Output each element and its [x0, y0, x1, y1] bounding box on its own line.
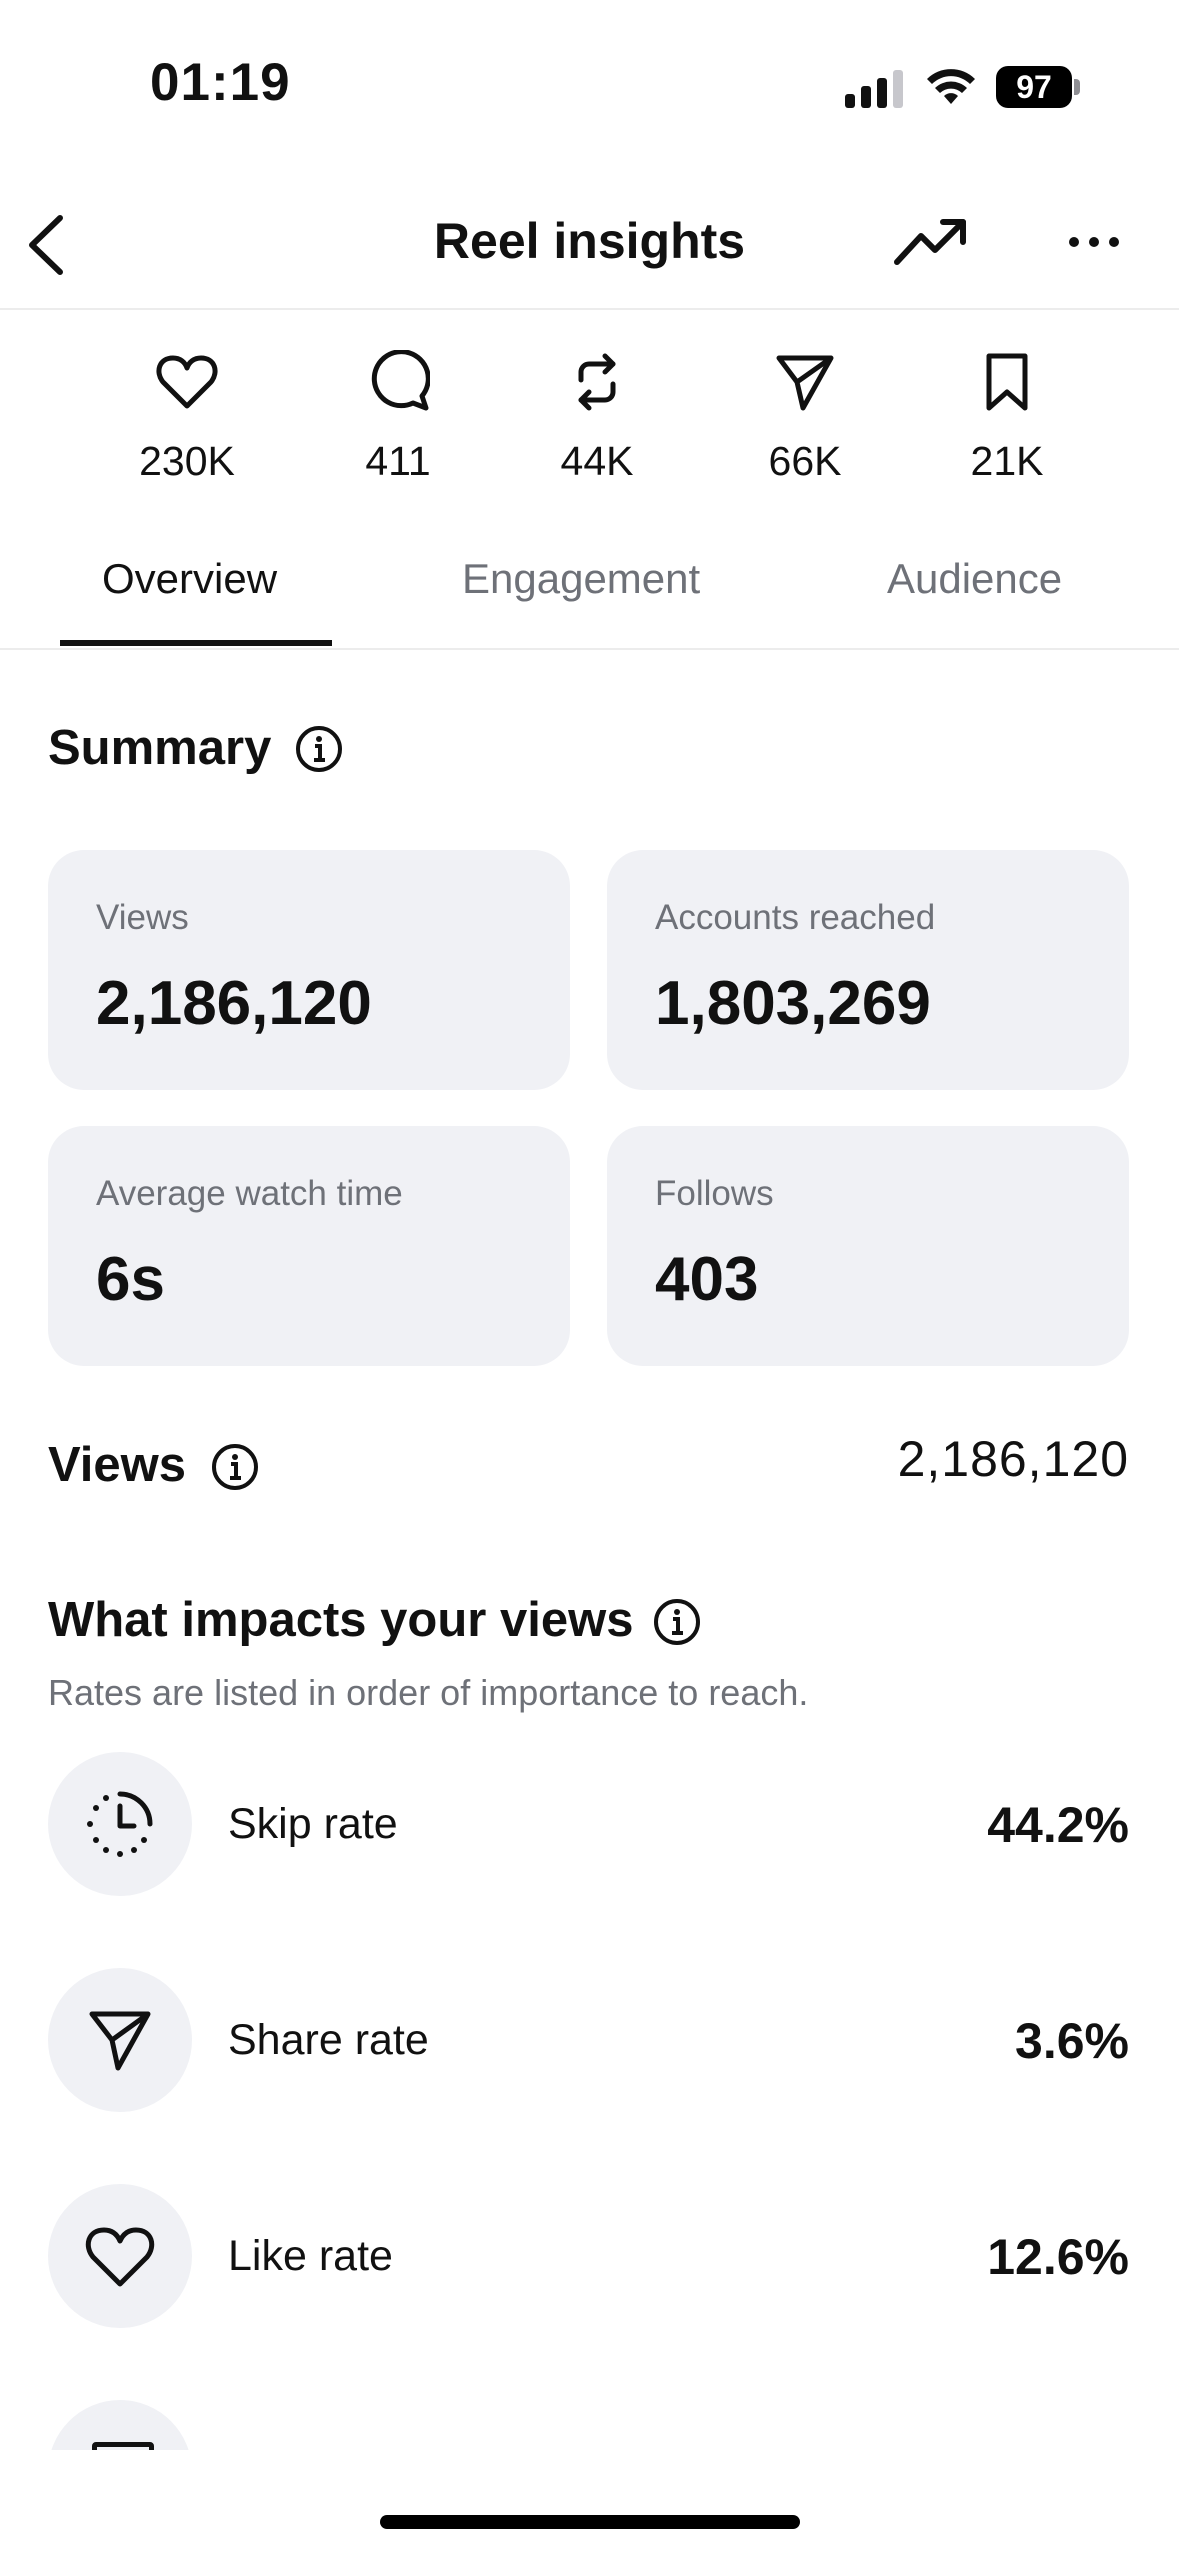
like-rate-value: 12.6%	[987, 2229, 1129, 2285]
header-divider	[0, 308, 1179, 310]
share-rate-icon-badge	[48, 1968, 192, 2112]
comment-icon	[371, 350, 430, 411]
skip-rate-value: 44.2%	[987, 1797, 1129, 1853]
card-average-watch-time-value: 6s	[96, 1245, 165, 1314]
tab-engagement[interactable]: Engagement	[462, 555, 701, 602]
views-heading: Views	[48, 1438, 187, 1492]
card-follows-value: 403	[655, 1245, 759, 1314]
impacts-heading: What impacts your views	[48, 1593, 634, 1647]
share-icon	[89, 2011, 151, 2071]
share-icon	[776, 355, 834, 411]
wifi-icon	[927, 69, 975, 104]
share-rate-label: Share rate	[228, 2016, 429, 2064]
skip-rate-label: Skip rate	[228, 1800, 398, 1848]
tab-active-indicator	[60, 640, 332, 646]
card-follows-label: Follows	[655, 1174, 774, 1213]
stat-reposts: 44K	[497, 350, 697, 485]
home-indicator[interactable]	[380, 2515, 800, 2529]
card-accounts-reached-label: Accounts reached	[655, 898, 936, 937]
info-icon[interactable]	[210, 1442, 260, 1492]
card-average-watch-time: Average watch time 6s	[48, 1126, 570, 1366]
heart-icon	[85, 2227, 155, 2287]
views-total: 2,186,120	[897, 1431, 1129, 1487]
stat-reposts-value: 44K	[560, 438, 634, 484]
skip-rate-icon-badge	[48, 1752, 192, 1896]
info-icon[interactable]	[652, 1597, 702, 1647]
stat-likes: 230K	[87, 350, 287, 485]
card-views-label: Views	[96, 898, 189, 937]
more-options-icon[interactable]	[1066, 228, 1122, 256]
bookmark-icon	[986, 353, 1028, 411]
back-arrow-icon[interactable]	[22, 210, 74, 280]
repost-icon	[578, 353, 616, 411]
summary-heading: Summary	[48, 721, 272, 775]
skip-clock-icon	[87, 1791, 153, 1857]
card-views: Views 2,186,120	[48, 850, 570, 1090]
page-title: Reel insights	[433, 213, 746, 269]
status-time: 01:19	[150, 53, 291, 112]
card-accounts-reached: Accounts reached 1,803,269	[607, 850, 1129, 1090]
stat-shares: 66K	[705, 350, 905, 485]
tab-audience[interactable]: Audience	[887, 555, 1063, 602]
impacts-subtitle: Rates are listed in order of importance …	[48, 1672, 809, 1713]
message-icon	[92, 2442, 154, 2450]
stat-comments-value: 411	[365, 438, 431, 484]
next-row-icon-badge	[48, 2400, 192, 2450]
info-icon[interactable]	[294, 724, 344, 774]
tab-overview[interactable]: Overview	[102, 555, 278, 602]
stat-likes-value: 230K	[139, 438, 235, 484]
card-views-value: 2,186,120	[96, 969, 372, 1038]
stat-comments: 411	[298, 350, 498, 485]
tabs-divider	[0, 648, 1179, 650]
like-rate-icon-badge	[48, 2184, 192, 2328]
share-rate-value: 3.6%	[1015, 2013, 1129, 2069]
battery-icon: 97	[996, 66, 1080, 108]
next-row-peek	[0, 2400, 1179, 2450]
stat-saves: 21K	[907, 350, 1107, 485]
like-rate-label: Like rate	[228, 2232, 393, 2280]
card-average-watch-time-label: Average watch time	[96, 1174, 403, 1213]
stat-shares-value: 66K	[768, 438, 842, 484]
trending-icon[interactable]	[893, 212, 969, 272]
card-accounts-reached-value: 1,803,269	[655, 969, 931, 1038]
card-follows: Follows 403	[607, 1126, 1129, 1366]
battery-level: 97	[996, 66, 1072, 108]
heart-icon	[156, 355, 218, 409]
cellular-signal-icon	[845, 70, 903, 108]
stat-saves-value: 21K	[970, 438, 1044, 484]
